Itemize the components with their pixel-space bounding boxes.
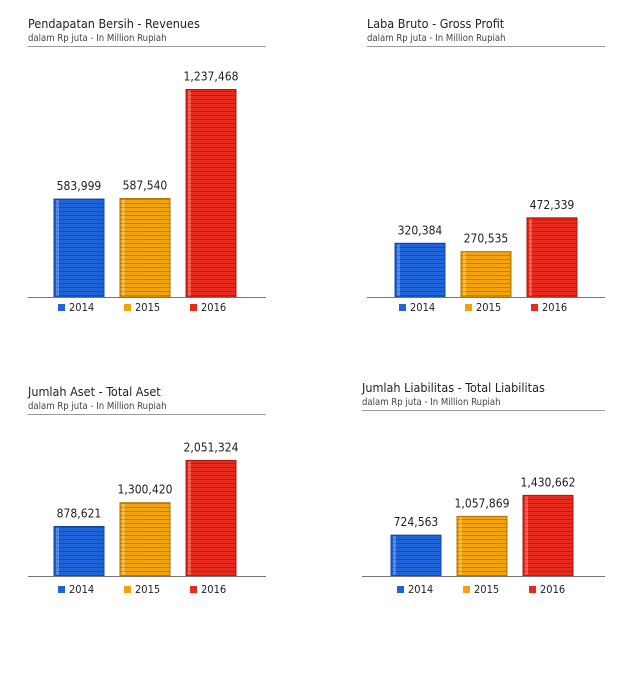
bar-2014 — [390, 534, 442, 577]
bar-highlight-2016 — [525, 496, 528, 575]
title-divider — [367, 46, 605, 47]
bar-highlight-2015 — [459, 517, 462, 575]
bar-highlight-2014 — [397, 244, 400, 296]
bar-highlight-2016 — [188, 461, 191, 575]
legend-item-2015: 2015 — [124, 301, 160, 314]
bar-highlight-2014 — [56, 200, 59, 296]
legend-item-2016: 2016 — [531, 301, 567, 314]
legend-swatch-2016 — [529, 586, 536, 593]
legend-swatch-2016 — [190, 586, 197, 593]
title-divider — [28, 414, 266, 415]
bar-highlight-2015 — [122, 199, 125, 296]
legend-item-2014: 2014 — [399, 301, 435, 314]
legend-swatch-2015 — [124, 586, 131, 593]
title-divider — [362, 410, 605, 411]
value-label-2014: 724,563 — [394, 515, 439, 529]
chart-subtitle: dalam Rp juta - In Million Rupiah — [28, 401, 167, 412]
value-label-2015: 270,535 — [464, 232, 509, 246]
bar-2015 — [119, 502, 171, 577]
chart-title: Laba Bruto - Gross Profit — [367, 16, 505, 31]
chart-panel-total-liabilities: Jumlah Liabilitas - Total Liabilitas dal… — [362, 380, 607, 670]
chart-panel-gross-profit: Laba Bruto - Gross Profit dalam Rp juta … — [367, 16, 607, 314]
legend-swatch-2016 — [190, 304, 197, 311]
legend-swatch-2015 — [463, 586, 470, 593]
legend-item-2014: 2014 — [397, 583, 433, 596]
bar-2015 — [119, 197, 171, 298]
legend-label: 2016 — [201, 583, 227, 596]
value-label-2014: 878,621 — [57, 506, 102, 520]
bar-plot: 878,621 1,300,420 2,051,324 — [28, 440, 266, 577]
bar-2014 — [394, 242, 446, 298]
legend-item-2016: 2016 — [529, 583, 565, 596]
legend-label: 2014 — [408, 583, 434, 596]
bar-2014 — [53, 198, 105, 298]
legend-swatch-2014 — [58, 304, 65, 311]
legend-swatch-2015 — [124, 304, 131, 311]
legend-label: 2015 — [135, 301, 161, 314]
bar-2016 — [526, 217, 578, 298]
chart-subtitle: dalam Rp juta - In Million Rupiah — [362, 397, 501, 408]
bar-2015 — [456, 515, 508, 577]
legend-label: 2015 — [474, 583, 500, 596]
legend-item-2015: 2015 — [463, 583, 499, 596]
bar-highlight-2014 — [56, 527, 59, 575]
bar-2015 — [460, 251, 512, 298]
legend-label: 2014 — [410, 301, 436, 314]
chart-title: Jumlah Aset - Total Aset — [28, 384, 161, 399]
value-label-2016: 472,339 — [530, 198, 575, 212]
legend-swatch-2014 — [397, 586, 404, 593]
value-label-2016: 1,237,468 — [184, 69, 239, 83]
legend-item-2015: 2015 — [124, 583, 160, 596]
bar-highlight-2014 — [393, 536, 396, 575]
value-label-2016: 2,051,324 — [184, 440, 239, 454]
legend-swatch-2016 — [531, 304, 538, 311]
legend-label: 2016 — [540, 583, 566, 596]
legend-swatch-2014 — [58, 586, 65, 593]
bar-plot: 320,384 270,535 472,339 — [367, 198, 605, 298]
bar-2016 — [522, 494, 574, 577]
legend-item-2016: 2016 — [190, 583, 226, 596]
legend-item-2014: 2014 — [58, 583, 94, 596]
legend-label: 2014 — [69, 301, 95, 314]
legend-item-2015: 2015 — [465, 301, 501, 314]
bar-highlight-2015 — [122, 503, 125, 575]
bar-plot: 583,999 587,540 1,237,468 — [28, 69, 266, 298]
value-label-2015: 587,540 — [123, 178, 168, 192]
legend-swatch-2014 — [399, 304, 406, 311]
title-divider — [28, 46, 266, 47]
bar-2016 — [185, 88, 237, 298]
value-label-2015: 1,300,420 — [118, 483, 173, 497]
value-label-2014: 320,384 — [398, 223, 443, 237]
chart-title: Pendapatan Bersih - Revenues — [28, 16, 200, 31]
bar-plot: 724,563 1,057,869 1,430,662 — [362, 475, 605, 577]
bar-highlight-2015 — [463, 252, 466, 296]
chart-panel-revenues: Pendapatan Bersih - Revenues dalam Rp ju… — [28, 16, 268, 314]
chart-subtitle: dalam Rp juta - In Million Rupiah — [28, 33, 167, 44]
chart-panel-total-assets: Jumlah Aset - Total Aset dalam Rp juta -… — [28, 384, 268, 674]
legend-label: 2014 — [69, 583, 95, 596]
legend-label: 2016 — [201, 301, 227, 314]
legend-label: 2016 — [542, 301, 568, 314]
value-label-2015: 1,057,869 — [455, 496, 510, 510]
legend-swatch-2015 — [465, 304, 472, 311]
bar-2016 — [185, 459, 237, 577]
legend-label: 2015 — [135, 583, 161, 596]
chart-title: Jumlah Liabilitas - Total Liabilitas — [362, 380, 545, 395]
chart-subtitle: dalam Rp juta - In Million Rupiah — [367, 33, 506, 44]
value-label-2016: 1,430,662 — [521, 475, 576, 489]
legend-item-2016: 2016 — [190, 301, 226, 314]
bar-highlight-2016 — [529, 218, 532, 296]
bar-highlight-2016 — [188, 90, 191, 296]
value-label-2014: 583,999 — [57, 179, 102, 193]
legend-item-2014: 2014 — [58, 301, 94, 314]
legend-label: 2015 — [476, 301, 502, 314]
bar-2014 — [53, 525, 105, 577]
